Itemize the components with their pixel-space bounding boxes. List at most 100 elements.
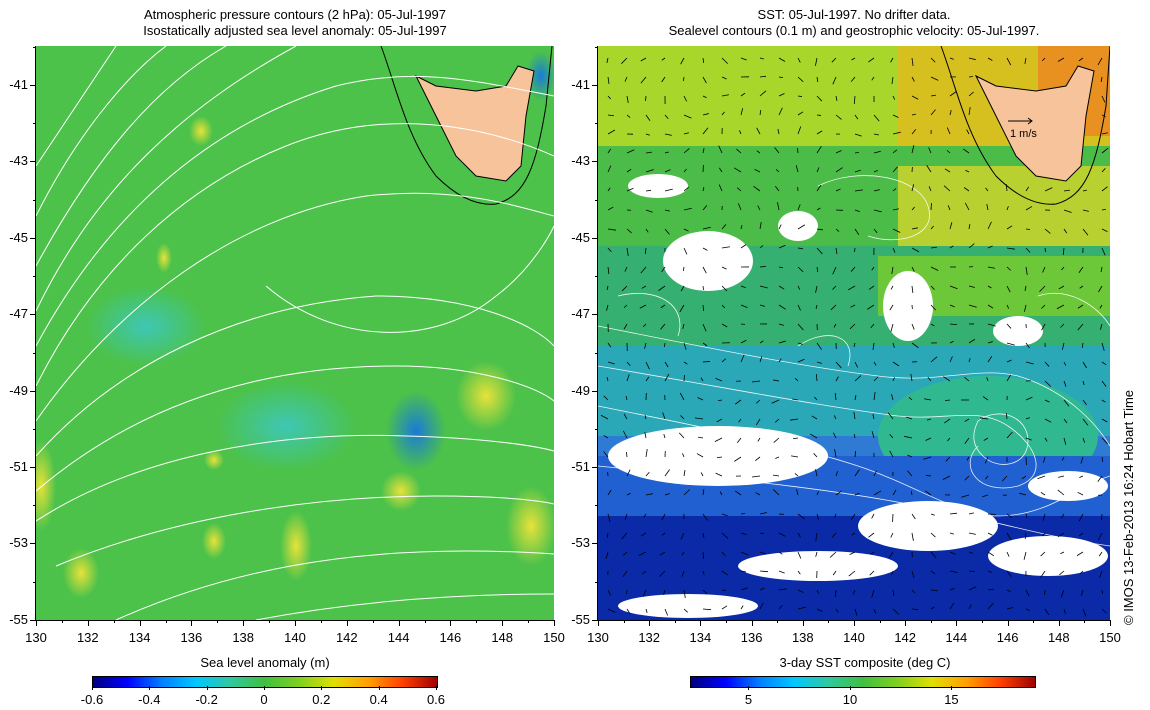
velocity-arrow [1025, 589, 1030, 597]
velocity-arrow [986, 204, 989, 211]
velocity-arrow [1040, 491, 1046, 496]
velocity-arrow [928, 147, 932, 154]
velocity-arrow [891, 570, 894, 575]
velocity-arrow [759, 304, 765, 307]
velocity-arrow [816, 247, 823, 255]
velocity-arrow [850, 266, 856, 272]
velocity-arrow [815, 551, 818, 557]
velocity-arrow [719, 491, 723, 496]
velocity-arrow [816, 266, 819, 273]
velocity-arrow [815, 285, 818, 293]
velocity-arrow [1078, 57, 1084, 62]
velocity-arrow [835, 361, 842, 369]
velocity-arrow [683, 489, 691, 496]
velocity-arrow [911, 227, 918, 230]
velocity-arrow [1006, 206, 1009, 211]
velocity-arrow [626, 114, 631, 118]
left-title: Atmospheric pressure contours (2 hPa): 0… [36, 7, 554, 39]
left-lat-tick [30, 390, 36, 392]
velocity-arrow [814, 396, 818, 401]
velocity-arrow [930, 109, 936, 116]
velocity-arrow [1079, 475, 1084, 479]
velocity-arrow [603, 435, 609, 439]
velocity-arrow [740, 339, 747, 344]
velocity-arrow [891, 76, 894, 84]
velocity-arrow [791, 455, 799, 458]
left-lat-label: -45 [9, 229, 28, 245]
right-lon-tick [598, 620, 599, 626]
velocity-arrow [641, 285, 647, 289]
left-lat-tick [30, 314, 36, 316]
velocity-arrow [985, 187, 989, 192]
right-lon-label: 132 [638, 630, 661, 645]
velocity-arrow [759, 90, 767, 97]
velocity-arrow [892, 608, 900, 615]
velocity-arrow [645, 114, 651, 121]
velocity-arrow [642, 323, 647, 328]
velocity-arrow [1025, 437, 1032, 441]
velocity-arrow [607, 187, 611, 192]
velocity-arrow [738, 418, 742, 423]
velocity-arrow [830, 304, 837, 311]
velocity-arrow [1078, 532, 1084, 537]
left-lon-label: 142 [335, 630, 358, 645]
velocity-arrow [1101, 418, 1108, 423]
velocity-arrow [873, 209, 882, 213]
velocity-arrow [945, 456, 951, 462]
velocity-arrow [811, 415, 818, 420]
velocity-arrow [949, 602, 955, 610]
velocity-arrow [797, 323, 804, 331]
velocity-arrow [816, 513, 819, 520]
right-lat-minor-tick [595, 123, 598, 125]
velocity-arrow [1043, 456, 1046, 463]
right-lat-minor-tick [595, 581, 598, 583]
velocity-arrow [1082, 228, 1089, 236]
right-colorbar-title: 3-day SST composite (deg C) [779, 655, 951, 670]
velocity-arrow [949, 245, 954, 249]
velocity-arrow [1060, 589, 1065, 598]
velocity-arrow [626, 374, 630, 382]
velocity-arrow [815, 469, 818, 477]
velocity-arrow [1057, 489, 1065, 496]
right-cb-tick-label: 5 [744, 692, 753, 707]
velocity-arrow [1006, 412, 1008, 420]
velocity-arrow [718, 184, 723, 192]
right-lat-minor-tick [595, 199, 598, 201]
velocity-arrow [987, 532, 993, 536]
velocity-arrow [1078, 266, 1084, 273]
velocity-arrow [947, 205, 951, 211]
velocity-arrow [871, 513, 875, 519]
velocity-arrow [831, 57, 837, 63]
velocity-arrow [1082, 418, 1089, 426]
velocity-arrow [968, 57, 976, 61]
velocity-arrow [1025, 361, 1034, 365]
velocity-arrow [1063, 189, 1070, 192]
velocity-arrow [777, 129, 780, 135]
velocity-arrow [600, 414, 609, 420]
left-lon-minor-tick [528, 620, 530, 623]
velocity-arrow [1025, 186, 1030, 192]
velocity-arrow [854, 151, 860, 154]
right-lat-tick [592, 543, 598, 545]
velocity-arrow [664, 373, 670, 382]
velocity-arrow [961, 494, 970, 498]
velocity-arrow [716, 418, 723, 423]
velocity-arrow [911, 145, 915, 154]
velocity-arrow [907, 454, 913, 458]
velocity-arrow [794, 377, 799, 382]
velocity-arrow [911, 129, 917, 135]
velocity-arrow [816, 608, 823, 612]
velocity-arrow [1082, 361, 1087, 369]
velocity-arrow [755, 418, 761, 426]
velocity-arrow [702, 342, 708, 347]
velocity-arrow [1006, 359, 1012, 363]
velocity-arrow [664, 114, 669, 120]
velocity-arrow [771, 399, 780, 404]
velocity-arrow [816, 146, 822, 154]
velocity-arrow [963, 187, 970, 192]
velocity-arrow [980, 417, 989, 420]
velocity-arrow [911, 57, 914, 66]
left-lat-tick [30, 237, 36, 239]
velocity-arrow [607, 206, 614, 211]
velocity-arrow [640, 532, 647, 537]
